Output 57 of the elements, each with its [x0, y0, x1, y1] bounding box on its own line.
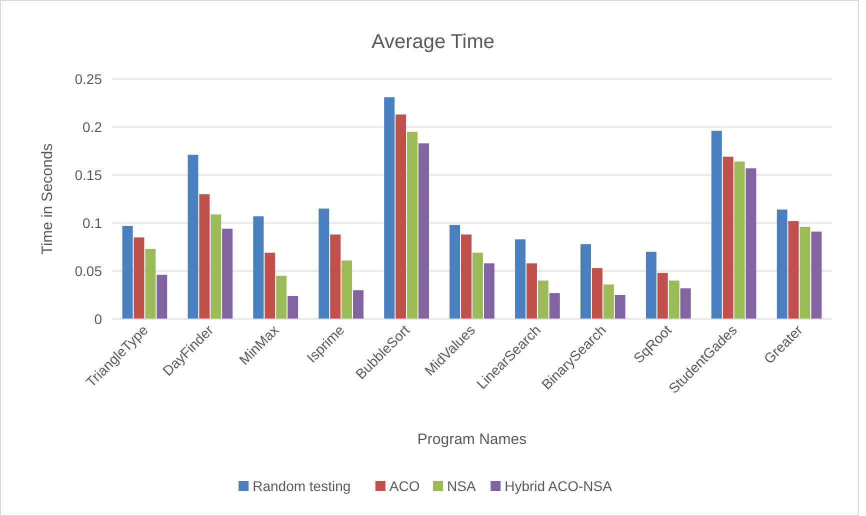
legend-label: Hybrid ACO-NSA [504, 478, 613, 494]
bar [592, 268, 602, 319]
bar [776, 210, 788, 319]
bar [330, 234, 341, 319]
bar [734, 162, 745, 319]
bar [450, 224, 460, 319]
bar [788, 221, 799, 319]
bar [210, 214, 222, 319]
bar [396, 114, 406, 319]
bar [145, 248, 156, 319]
y-tick-label: 0.1 [82, 214, 102, 231]
bar [538, 280, 548, 319]
bar [657, 272, 668, 319]
y-tick-label: 0.15 [74, 166, 102, 183]
bar [122, 226, 133, 319]
bar [407, 132, 418, 319]
legend-label: Random testing [252, 478, 351, 494]
bar [288, 296, 298, 319]
bar [156, 274, 168, 319]
bar [722, 156, 734, 319]
chart-title: Average Time [371, 31, 495, 53]
bar [472, 252, 483, 319]
bar [549, 293, 560, 319]
bar [384, 97, 395, 319]
bar [746, 168, 756, 319]
legend-label: ACO [389, 478, 420, 494]
bar [800, 226, 810, 319]
bar [418, 143, 429, 319]
bar [484, 263, 494, 319]
bar [668, 280, 680, 319]
bar [680, 288, 691, 319]
bar [353, 290, 364, 319]
bar [580, 244, 591, 319]
bar [811, 232, 822, 319]
bar [253, 216, 264, 319]
bar [318, 208, 330, 319]
x-axis-title: Program Names [417, 431, 527, 448]
bar [276, 276, 287, 319]
bar [188, 154, 198, 319]
bar [515, 239, 526, 319]
bar [199, 194, 210, 319]
bar [461, 234, 472, 319]
y-tick-label: 0 [94, 310, 102, 327]
y-tick-label: 0.25 [74, 70, 102, 87]
y-axis-title: Time in Seconds [39, 143, 56, 255]
y-tick-label: 0.05 [74, 262, 102, 279]
bar [264, 252, 276, 319]
bar [711, 130, 722, 319]
legend-label: NSA [447, 478, 476, 494]
bar [614, 295, 626, 319]
bar [646, 252, 656, 319]
bar [222, 228, 233, 319]
y-tick-label: 0.2 [82, 118, 102, 135]
bar [134, 237, 144, 319]
bar [603, 284, 614, 319]
bar [342, 260, 352, 319]
bar [526, 263, 537, 319]
